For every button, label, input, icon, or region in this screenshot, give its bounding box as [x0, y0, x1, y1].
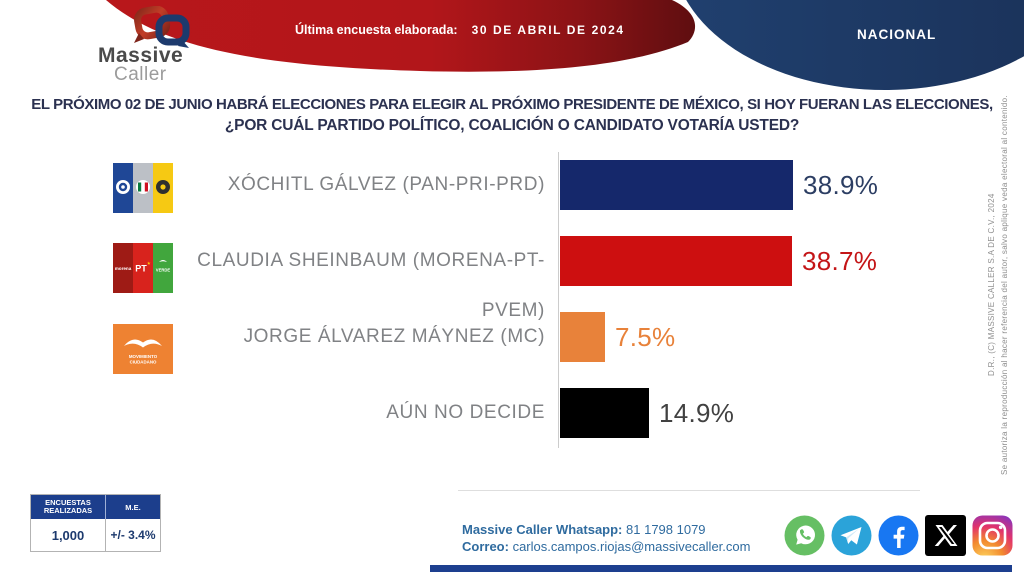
result-bar — [560, 236, 792, 286]
footer-accent-bar — [430, 565, 1012, 572]
region-badge: NACIONAL — [857, 27, 937, 42]
facebook-icon[interactable] — [877, 514, 920, 557]
header-swoosh-graphic — [106, 0, 1024, 90]
svg-text:morena: morena — [115, 266, 132, 271]
stats-header-me: M.E. — [125, 502, 141, 512]
footer-divider — [458, 490, 920, 491]
result-row-undecided: AÚN NO DECIDE 14.9% — [0, 388, 1024, 438]
copyright-text: D.R., (C) MASSIVE CALLER S.A DE C.V., 20… — [987, 193, 996, 377]
stats-header-surveys: ENCUESTAS REALIZADAS — [31, 495, 106, 519]
telegram-icon[interactable] — [830, 514, 873, 557]
result-value: 14.9% — [659, 398, 735, 428]
svg-text:CIUDADANO: CIUDADANO — [130, 360, 157, 365]
svg-text:VERDE: VERDE — [156, 268, 171, 273]
social-icons — [783, 514, 1014, 557]
instagram-icon[interactable] — [971, 514, 1014, 557]
poll-question-line1: EL PRÓXIMO 02 DE JUNIO HABRÁ ELECCIONES … — [31, 96, 993, 113]
contact-email-line: Correo: carlos.campos.riojas@massivecall… — [462, 539, 750, 556]
result-row-maynez: MOVIMIENTO CIUDADANO JORGE ÁLVAREZ MÁYNE… — [0, 312, 1024, 374]
candidate-label: CLAUDIA SHEINBAUM (MORENA-PT-PVEM) — [197, 250, 545, 321]
massive-caller-logo: Massive Caller — [90, 0, 240, 95]
result-bar — [560, 160, 793, 210]
result-value: 38.7% — [802, 246, 878, 276]
contact-whatsapp-line: Massive Caller Whatsapp: 81 1798 1079 — [462, 522, 750, 539]
candidate-label: JORGE ÁLVAREZ MÁYNEZ (MC) — [243, 326, 545, 347]
chart-axis-line — [558, 152, 559, 448]
pan-pri-prd-logo — [113, 163, 173, 218]
result-value: 38.9% — [803, 170, 879, 200]
red-banner-shape — [106, 0, 696, 72]
brand-name-caller: Caller — [114, 64, 167, 85]
brand-name-massive: Massive — [98, 44, 184, 67]
candidate-label: XÓCHITL GÁLVEZ (PAN-PRI-PRD) — [227, 174, 545, 195]
email-label: Correo: — [462, 538, 509, 554]
result-value: 7.5% — [615, 322, 676, 352]
last-poll-banner: Última encuesta elaborada: 30 DE ABRIL D… — [295, 23, 625, 37]
result-bar — [560, 312, 605, 362]
massive-caller-logo-icon — [134, 6, 190, 48]
whatsapp-number: 81 1798 1079 — [626, 522, 706, 537]
last-poll-date: 30 DE ABRIL DE 2024 — [471, 23, 625, 37]
stats-value-me: +/- 3.4% — [110, 528, 156, 542]
result-bar — [560, 388, 649, 438]
svg-text:PT: PT — [135, 264, 147, 274]
contact-info: Massive Caller Whatsapp: 81 1798 1079 Co… — [462, 522, 750, 555]
whatsapp-label: Massive Caller Whatsapp: — [462, 522, 623, 537]
morena-pt-pvem-logo: morena PT VERDE — [113, 243, 173, 298]
x-icon[interactable] — [924, 514, 967, 557]
blue-badge-shape — [686, 0, 1024, 90]
svg-text:MOVIMIENTO: MOVIMIENTO — [129, 354, 158, 359]
candidate-label: AÚN NO DECIDE — [386, 402, 545, 423]
poll-question-line2: ¿POR CUÁL PARTIDO POLÍTICO, COALICIÓN O … — [224, 117, 800, 134]
movimiento-ciudadano-logo: MOVIMIENTO CIUDADANO — [113, 324, 173, 379]
email-address: carlos.campos.riojas@massivecaller.com — [512, 538, 751, 554]
last-poll-label: Última encuesta elaborada: — [295, 23, 458, 37]
stats-value-surveys: 1,000 — [31, 519, 106, 551]
poll-question: EL PRÓXIMO 02 DE JUNIO HABRÁ ELECCIONES … — [0, 94, 1024, 136]
sample-stats-table: ENCUESTAS REALIZADAS M.E. 1,000 +/- 3.4% — [30, 494, 161, 552]
result-row-sheinbaum: morena PT VERDE CLAUDIA SHEINBAUM (MOREN… — [0, 236, 1024, 321]
whatsapp-icon[interactable] — [783, 514, 826, 557]
legal-notice-text: Se autoriza la reproducción al hacer ref… — [1000, 95, 1009, 475]
result-row-galvez: XÓCHITL GÁLVEZ (PAN-PRI-PRD) 38.9% — [0, 160, 1024, 213]
